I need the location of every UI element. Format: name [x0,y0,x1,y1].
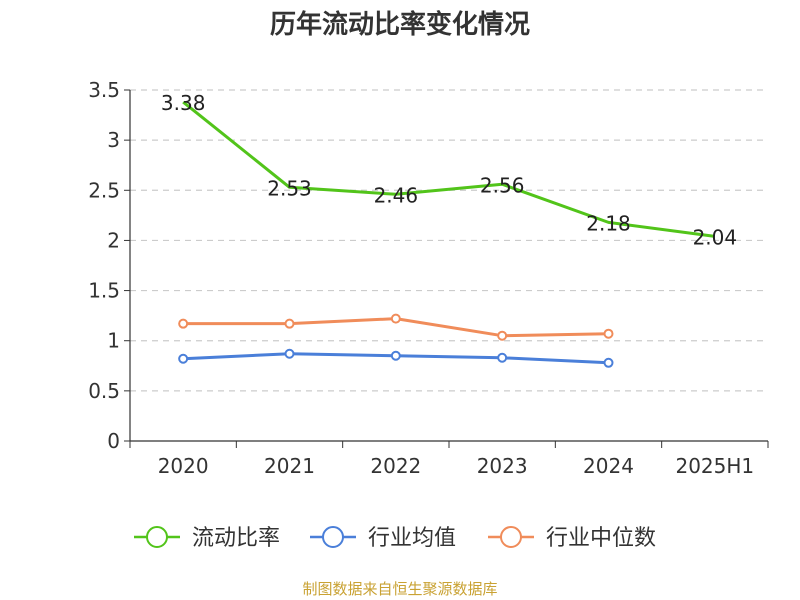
source-note: 制图数据来自恒生聚源数据库 [302,580,498,598]
series-point-2 [390,350,401,361]
data-label: 2.53 [267,176,312,200]
legend-label: 流动比率 [192,526,280,551]
legend-label: 行业中位数 [546,526,656,551]
series-point-2 [178,353,189,364]
data-label: 2.04 [693,225,738,249]
y-tick-label: 1 [107,329,120,353]
series-point-3 [497,330,508,341]
x-tick-label: 2021 [264,454,315,478]
legend-marker [500,526,522,548]
series-point-3 [603,328,614,339]
chart-title: 历年流动比率变化情况 [269,10,530,40]
x-tick-label: 2024 [583,454,634,478]
series-point-3 [284,318,295,329]
series-point-3 [390,313,401,324]
series-point-2 [603,357,614,368]
y-tick-label: 2.5 [88,178,120,202]
y-tick-label: 2 [107,228,120,252]
y-tick-label: 3.5 [88,78,120,102]
series-point-2 [497,352,508,363]
x-tick-label: 2023 [477,454,528,478]
legend-marker [146,526,168,548]
legend: 流动比率 行业均值 行业中位数 [134,526,656,551]
x-tick-label: 2025H1 [675,454,754,478]
series-point-3 [178,318,189,329]
data-label: 2.18 [586,211,631,235]
legend-label: 行业均值 [368,526,456,551]
x-tick-label: 2022 [370,454,421,478]
data-label: 2.56 [480,173,525,197]
x-tick-label: 2020 [158,454,209,478]
legend-marker [322,526,344,548]
data-labels: 3.38 2.53 2.46 2.56 2.18 2.04 [161,91,737,249]
series-line-1 [182,100,716,238]
series-point-2 [284,348,295,359]
y-tick-label: 3 [107,128,120,152]
y-tick-label: 0.5 [88,379,120,403]
y-tick-label: 1.5 [88,279,120,303]
data-label: 2.46 [374,183,419,207]
data-label: 3.38 [161,91,206,115]
y-tick-label: 0 [107,429,120,453]
series-lines [178,100,716,368]
